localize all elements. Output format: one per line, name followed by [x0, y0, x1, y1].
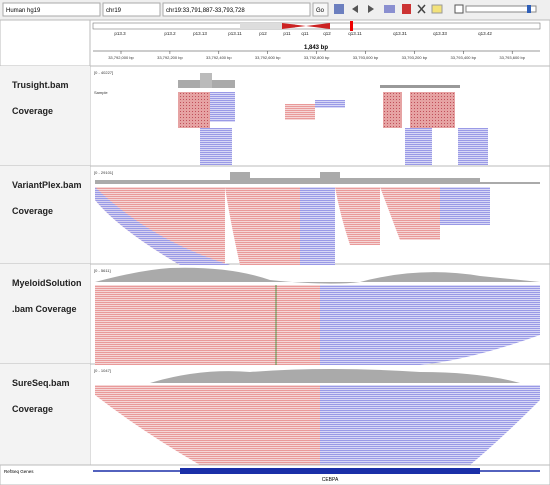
band-label: p13.2	[164, 31, 176, 36]
roi-icon[interactable]	[402, 4, 411, 14]
sample-label: Sample	[94, 90, 108, 95]
track-subtitle: Coverage	[12, 404, 53, 414]
reads	[335, 187, 380, 245]
band-label: q11	[301, 31, 309, 36]
name-panel	[0, 66, 90, 166]
coverage	[380, 85, 460, 88]
forward-icon[interactable]	[368, 5, 374, 13]
reads	[178, 92, 210, 128]
gene-track-name: RefSeq Genes	[4, 469, 34, 474]
zoom-thumb	[527, 5, 531, 13]
band-label: q13.33	[433, 31, 447, 36]
reads	[315, 100, 345, 108]
ruler-label: 33,792,400 bp	[206, 55, 232, 60]
coverage	[95, 172, 540, 184]
reads	[405, 128, 432, 165]
reads	[95, 187, 230, 265]
gene-label: CEBPA	[322, 477, 339, 483]
ruler-label: 33,793,000 bp	[353, 55, 379, 60]
locus-text: chr19:33,791,887-33,793,728	[166, 8, 245, 14]
reads	[95, 187, 225, 265]
ruler-span: 1,843 bp	[304, 45, 328, 51]
track-name: VariantPlex.bam	[12, 180, 82, 190]
ruler-label: 33,793,200 bp	[402, 55, 428, 60]
track-subtitle: Coverage	[12, 106, 53, 116]
back-icon[interactable]	[352, 5, 358, 13]
zoom-slider[interactable]	[465, 5, 537, 13]
go-label: Go	[316, 8, 325, 14]
coverage	[150, 369, 520, 383]
chromosome-dropdown[interactable]	[102, 2, 161, 17]
band-label: p13.13	[193, 31, 207, 36]
ruler-label: 33,793,400 bp	[451, 55, 477, 60]
ruler-label: 33,792,800 bp	[304, 55, 330, 60]
band-label: q13.31	[393, 31, 407, 36]
band-label: p13.11	[228, 31, 242, 36]
go-button[interactable]	[312, 2, 329, 17]
genome-dropdown[interactable]	[2, 2, 101, 17]
reads	[383, 92, 402, 128]
track-name: MyeloidSolution	[12, 278, 82, 288]
band-label: q13.11	[348, 31, 362, 36]
ideogram-shade	[240, 23, 295, 29]
reads	[95, 285, 320, 365]
reads	[320, 285, 540, 365]
reads	[200, 128, 232, 165]
coverage	[95, 267, 540, 284]
refresh-icon[interactable]	[384, 5, 395, 13]
band-label: q12	[323, 31, 331, 36]
gene-exon	[180, 468, 480, 474]
reads	[285, 104, 315, 120]
ruler-label: 33,792,600 bp	[255, 55, 281, 60]
track-subtitle: .bam Coverage	[12, 304, 77, 314]
reads	[410, 92, 455, 128]
toolbar-icons	[334, 4, 537, 14]
centromere	[282, 23, 330, 29]
popup-icon[interactable]	[431, 4, 443, 14]
reads	[300, 187, 335, 265]
name-panel	[0, 364, 90, 465]
reads	[210, 92, 235, 122]
genome-label: Human hg19	[6, 8, 41, 14]
coverage-range: [0 - 5611]	[94, 268, 111, 273]
name-panel	[0, 166, 90, 264]
band-label: p13.3	[114, 31, 126, 36]
coverage-range: [0 - 40227]	[94, 70, 113, 75]
ruler-label: 33,793,600 bp	[499, 55, 525, 60]
home-icon[interactable]	[334, 4, 344, 14]
reads	[440, 187, 490, 225]
reads	[320, 385, 540, 465]
coverage-range: [0 - 1047]	[94, 368, 111, 373]
reads	[380, 187, 440, 240]
track-name: Trusight.bam	[12, 80, 69, 90]
reads	[225, 187, 300, 265]
band-label: q13.42	[478, 31, 492, 36]
coverage-peak	[200, 73, 212, 88]
coverage-range: [0 - 29101]	[94, 170, 113, 175]
chromosome-label: chr19	[106, 8, 122, 14]
track-name: SureSeq.bam	[12, 378, 70, 388]
track-subtitle: Coverage	[12, 206, 53, 216]
band-label: p12	[259, 31, 267, 36]
ruler-label: 33,792,000 bp	[108, 55, 134, 60]
reads	[95, 385, 320, 465]
locus-box[interactable]	[162, 2, 311, 17]
current-region	[350, 21, 353, 31]
resize-icon[interactable]	[417, 4, 426, 14]
ruler-label: 33,792,200 bp	[157, 55, 183, 60]
reads	[458, 128, 488, 165]
zoom-out[interactable]	[454, 4, 464, 14]
band-label: p11	[283, 31, 291, 36]
name-panel	[0, 264, 90, 364]
